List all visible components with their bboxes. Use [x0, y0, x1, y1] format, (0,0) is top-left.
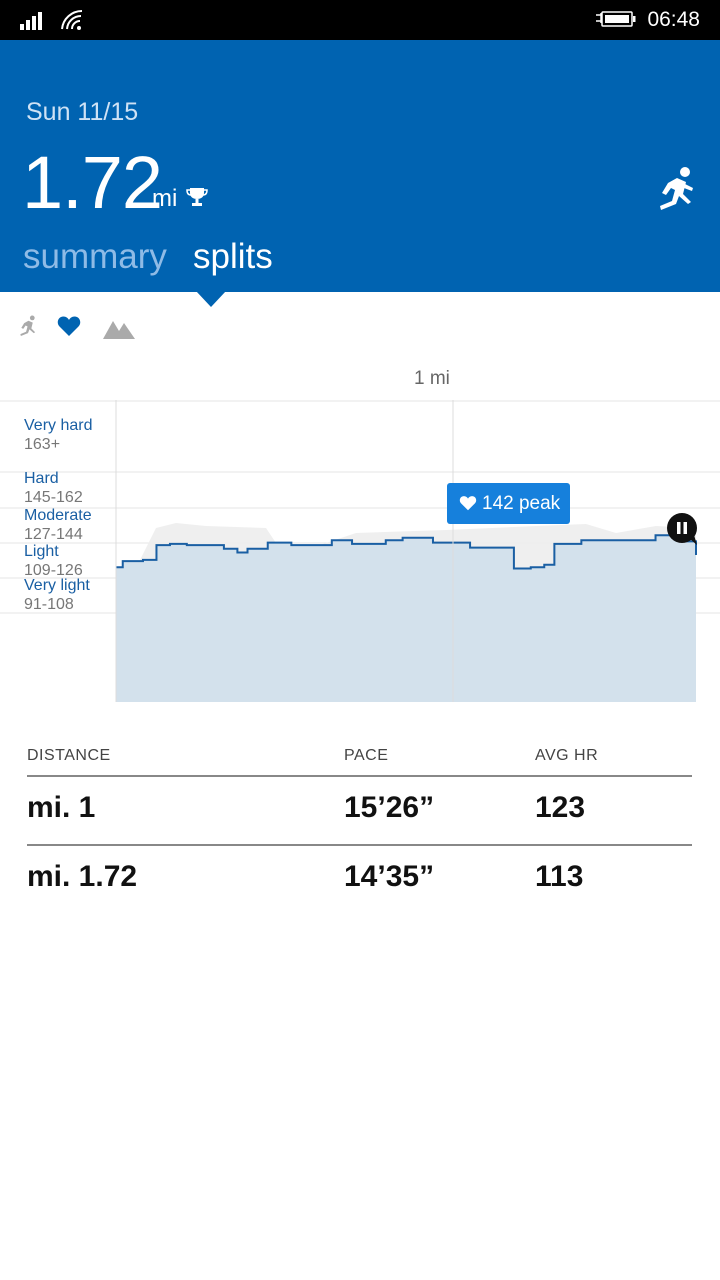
zone-range: 109-126	[24, 562, 83, 579]
activity-header: Sun 11/15 1.72 mi summary splits	[0, 40, 720, 292]
zone-name: Light	[24, 543, 59, 560]
battery-charging-icon	[594, 9, 636, 36]
header-distance: DISTANCE	[27, 747, 111, 764]
heart-rate-area	[116, 535, 696, 702]
table-row: mi. 1 15’26” 123	[27, 775, 692, 845]
table-row: mi. 1.72 14’35” 113	[27, 844, 692, 914]
zone-moderate: Moderate 127-144	[24, 506, 92, 544]
zone-name: Very light	[24, 577, 90, 594]
header-pace: PACE	[344, 747, 389, 764]
pace-icon[interactable]	[18, 315, 38, 342]
split-pace: 14’35”	[344, 860, 435, 893]
zone-hard: Hard 145-162	[24, 469, 83, 507]
heart-icon[interactable]	[57, 315, 81, 342]
peak-heart-rate-badge: 142 peak	[447, 483, 570, 524]
heart-rate-chart-svg	[0, 400, 720, 702]
split-avg-hr: 113	[535, 860, 584, 893]
zone-name: Moderate	[24, 507, 92, 524]
split-distance: mi. 1.72	[27, 860, 138, 893]
mile-marker-label: 1 mi	[414, 368, 450, 389]
tab-summary[interactable]: summary	[23, 237, 167, 276]
activity-distance: 1.72	[22, 141, 163, 224]
zone-very-hard: Very hard 163+	[24, 416, 92, 454]
status-bar: 06:48	[0, 0, 720, 40]
split-avg-hr: 123	[535, 791, 586, 824]
zone-very-light: Very light 91-108	[24, 576, 90, 614]
distance-unit: mi	[152, 185, 178, 212]
zone-range: 163+	[24, 436, 61, 453]
zone-range: 127-144	[24, 526, 83, 543]
peak-label: 142 peak	[482, 493, 561, 514]
split-distance: mi. 1	[27, 791, 96, 824]
zone-light: Light 109-126	[24, 542, 83, 580]
zone-name: Hard	[24, 470, 59, 487]
zone-range: 145-162	[24, 489, 83, 506]
pause-marker-icon	[666, 513, 698, 552]
signal-icon	[20, 10, 46, 35]
elevation-icon[interactable]	[103, 315, 135, 344]
trophy-icon	[186, 186, 208, 213]
heart-rate-line	[116, 534, 697, 570]
metric-selector	[0, 315, 720, 345]
zone-name: Very hard	[24, 417, 93, 434]
status-time: 06:48	[647, 8, 700, 31]
zone-range: 91-108	[24, 596, 74, 613]
heart-rate-chart: Very hard 163+ Hard 145-162 Moderate 127…	[0, 398, 720, 704]
wifi-icon	[60, 9, 84, 36]
active-tab-pointer	[196, 291, 226, 307]
tab-splits[interactable]: splits	[193, 237, 273, 276]
running-icon	[655, 166, 697, 217]
activity-date: Sun 11/15	[26, 98, 139, 126]
split-pace: 15’26”	[344, 791, 435, 824]
heart-icon	[459, 495, 477, 517]
header-avg-hr: AVG HR	[535, 747, 599, 764]
